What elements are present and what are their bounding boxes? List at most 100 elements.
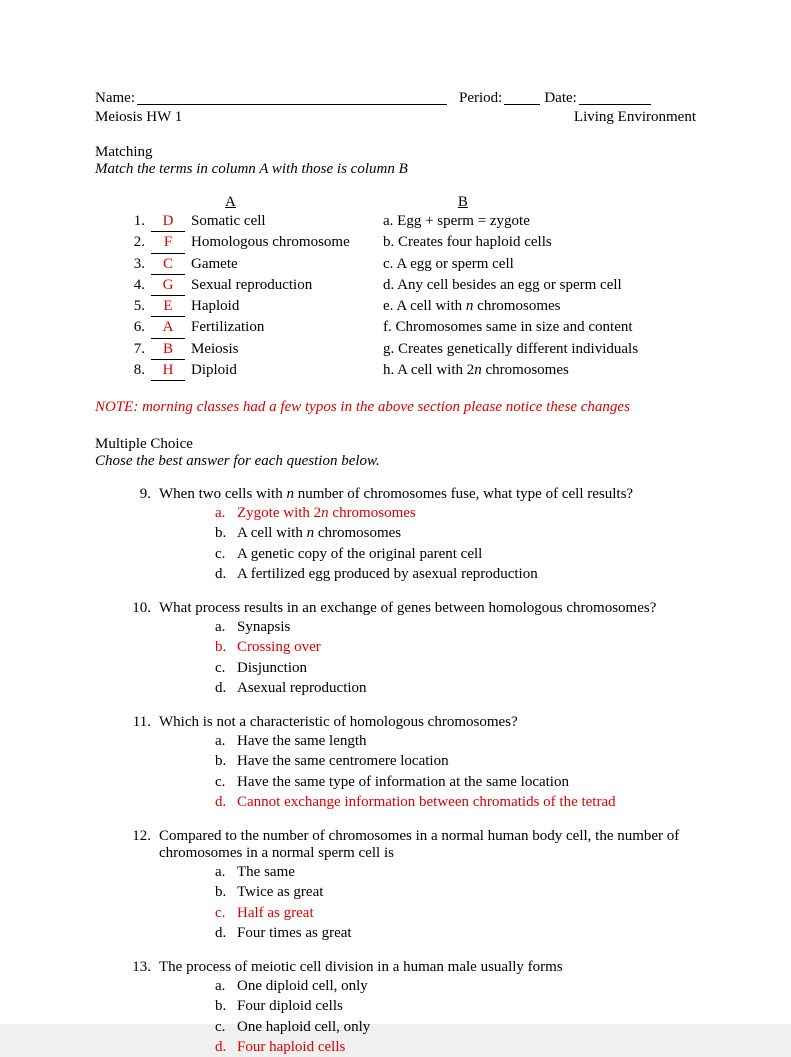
matching-instructions: Match the terms in column A with those i…: [95, 161, 696, 178]
matching-row: 1.DSomatic cella. Egg + sperm = zygote: [95, 211, 696, 232]
mc-option-text: One diploid cell, only: [237, 976, 696, 996]
mc-option: b.Have the same centromere location: [95, 751, 696, 771]
mc-option-text: One haploid cell, only: [237, 1017, 696, 1037]
matching-row: 2.F Homologous chromosomeb. Creates four …: [95, 232, 696, 253]
header-row-1: Name: Period: Date:: [95, 90, 696, 107]
mc-option: d.Four times as great: [95, 923, 696, 943]
mc-question-row: 13.The process of meiotic cell division …: [95, 959, 696, 976]
period-blank[interactable]: [504, 90, 540, 105]
mc-option-letter: a.: [215, 503, 237, 523]
mc-option: b.Four diploid cells: [95, 996, 696, 1016]
mc-question: 9.When two cells with n number of chromo…: [95, 486, 696, 584]
mc-option-text: Have the same type of information at the…: [237, 772, 696, 792]
option-indent: [95, 1037, 215, 1057]
matching-term-a: Haploid: [191, 296, 383, 316]
name-blank[interactable]: [137, 90, 447, 105]
mc-option-letter: d.: [215, 564, 237, 584]
matching-number: 2.: [95, 232, 151, 252]
mc-option: c.One haploid cell, only: [95, 1017, 696, 1037]
mc-option: b.A cell with n chromosomes: [95, 523, 696, 543]
mc-option-letter: b.: [215, 751, 237, 771]
mc-option-letter: d.: [215, 1037, 237, 1057]
header-row-2: Meiosis HW 1 Living Environment: [95, 109, 696, 126]
name-label: Name:: [95, 90, 135, 107]
option-indent: [95, 1017, 215, 1037]
option-indent: [95, 923, 215, 943]
mc-option: b.Twice as great: [95, 882, 696, 902]
mc-option: d.A fertilized egg produced by asexual r…: [95, 564, 696, 584]
matching-section: Matching Match the terms in column A wit…: [95, 144, 696, 416]
mc-option-text: A genetic copy of the original parent ce…: [237, 544, 696, 564]
mc-option: c.A genetic copy of the original parent …: [95, 544, 696, 564]
mc-question: 12.Compared to the number of chromosomes…: [95, 828, 696, 943]
mc-option-letter: b.: [215, 637, 237, 657]
mc-option-text: A cell with n chromosomes: [237, 523, 696, 543]
matching-term-a: Gamete: [191, 254, 383, 274]
mc-question-number: 9.: [95, 486, 159, 503]
option-indent: [95, 862, 215, 882]
mc-instructions: Chose the best answer for each question …: [95, 453, 696, 470]
mc-option-letter: b.: [215, 996, 237, 1016]
matching-term-a: Meiosis: [191, 339, 383, 359]
matching-number: 5.: [95, 296, 151, 316]
mc-option-letter: a.: [215, 976, 237, 996]
mc-option-text: The same: [237, 862, 696, 882]
matching-number: 8.: [95, 360, 151, 380]
matching-term-b: c. A egg or sperm cell: [383, 254, 514, 274]
option-indent: [95, 617, 215, 637]
matching-title: Matching: [95, 144, 696, 161]
matching-row: 8.HDiploidh. A cell with 2n chromosomes: [95, 360, 696, 381]
mc-option: a.Have the same length: [95, 731, 696, 751]
date-blank[interactable]: [579, 90, 651, 105]
mc-option: c.Have the same type of information at t…: [95, 772, 696, 792]
option-indent: [95, 678, 215, 698]
mc-option-text: Four haploid cells: [237, 1037, 696, 1057]
mc-option-letter: a.: [215, 617, 237, 637]
mc-option-text: Four diploid cells: [237, 996, 696, 1016]
mc-option: c.Half as great: [95, 903, 696, 923]
matching-term-b: b. Creates four haploid cells: [383, 232, 552, 252]
option-indent: [95, 544, 215, 564]
matching-row: 4.GSexual reproductiond. Any cell beside…: [95, 275, 696, 296]
option-indent: [95, 503, 215, 523]
matching-number: 1.: [95, 211, 151, 231]
mc-question-stem: What process results in an exchange of g…: [159, 600, 696, 617]
mc-option-letter: c.: [215, 1017, 237, 1037]
mc-option: d.Four haploid cells: [95, 1037, 696, 1057]
matching-term-b: a. Egg + sperm = zygote: [383, 211, 530, 231]
mc-option-letter: b.: [215, 882, 237, 902]
mc-question: 11.Which is not a characteristic of homo…: [95, 714, 696, 812]
mc-question: 13.The process of meiotic cell division …: [95, 959, 696, 1057]
matching-row: 3.CGametec. A egg or sperm cell: [95, 254, 696, 275]
matching-term-a: Homologous chromosome: [191, 232, 383, 252]
mc-option-letter: c.: [215, 903, 237, 923]
mc-option: a.The same: [95, 862, 696, 882]
mc-option-text: Asexual reproduction: [237, 678, 696, 698]
matching-number: 4.: [95, 275, 151, 295]
matching-answer: E: [151, 296, 185, 317]
mc-option-letter: d.: [215, 678, 237, 698]
mc-question-number: 12.: [95, 828, 159, 862]
course-name: Living Environment: [574, 109, 696, 126]
matching-term-a: Sexual reproduction: [191, 275, 383, 295]
mc-question-stem: When two cells with n number of chromoso…: [159, 486, 696, 503]
matching-number: 7.: [95, 339, 151, 359]
option-indent: [95, 658, 215, 678]
mc-option-text: Cannot exchange information between chro…: [237, 792, 696, 812]
matching-term-b: d. Any cell besides an egg or sperm cell: [383, 275, 622, 295]
mc-option-text: Half as great: [237, 903, 696, 923]
mc-option-letter: c.: [215, 544, 237, 564]
mc-question: 10.What process results in an exchange o…: [95, 600, 696, 698]
mc-question-stem: Compared to the number of chromosomes in…: [159, 828, 696, 862]
matching-row: 6.AFertilizationf. Chromosomes same in s…: [95, 317, 696, 338]
mc-option-letter: a.: [215, 862, 237, 882]
mc-option-letter: a.: [215, 731, 237, 751]
matching-answer: F: [151, 232, 185, 253]
mc-option-letter: c.: [215, 658, 237, 678]
mc-option: b.Crossing over: [95, 637, 696, 657]
matching-answer: B: [151, 339, 185, 360]
multiple-choice-section: Multiple Choice Chose the best answer fo…: [95, 436, 696, 1057]
option-indent: [95, 523, 215, 543]
mc-option: c.Disjunction: [95, 658, 696, 678]
hw-title: Meiosis HW 1: [95, 109, 182, 126]
